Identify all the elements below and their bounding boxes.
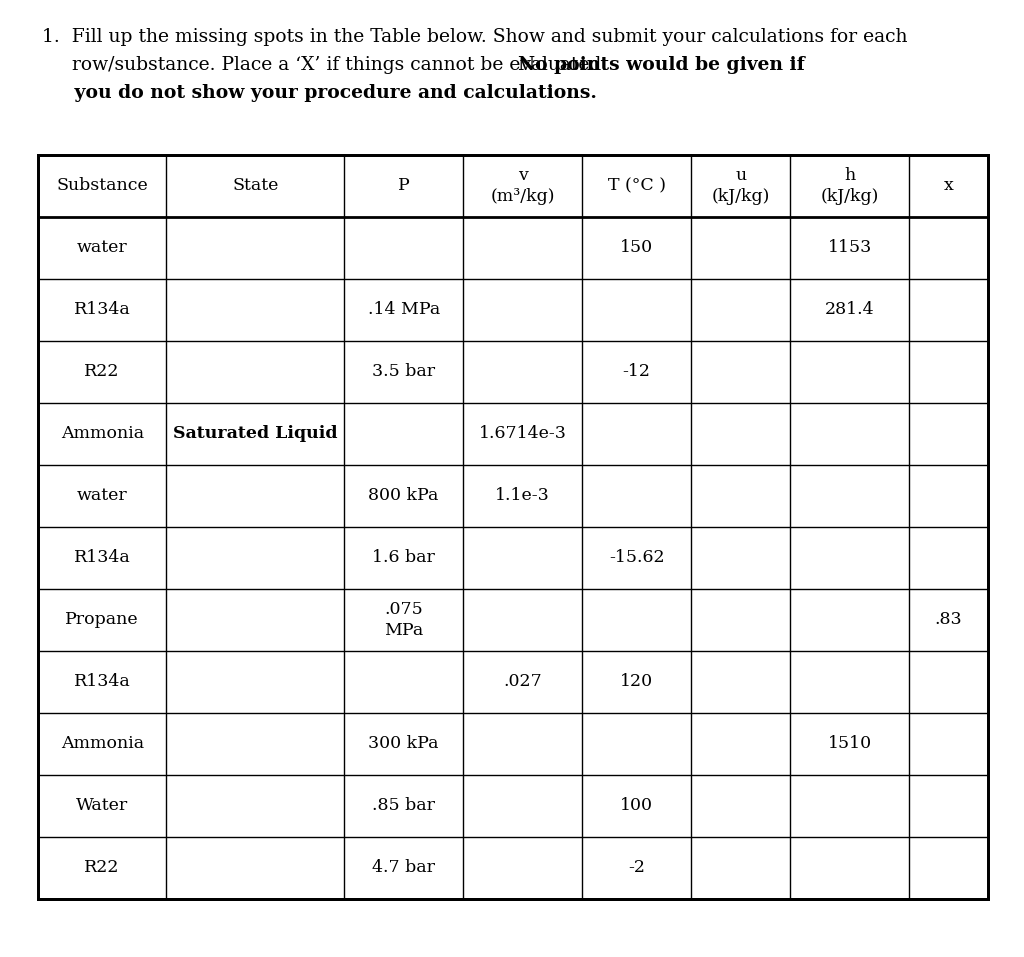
Text: .83: .83 [935,612,963,629]
Text: 300 kPa: 300 kPa [369,736,439,752]
Text: Water: Water [76,797,128,814]
Text: 1.  Fill up the missing spots in the Table below. Show and submit your calculati: 1. Fill up the missing spots in the Tabl… [42,28,907,46]
Text: R134a: R134a [74,301,131,319]
Text: 1.1e-3: 1.1e-3 [496,487,550,504]
Text: h
(kJ/kg): h (kJ/kg) [820,167,879,205]
Text: 800 kPa: 800 kPa [369,487,439,504]
Text: 1.6 bar: 1.6 bar [373,549,435,567]
Text: .075
MPa: .075 MPa [384,601,423,639]
Text: water: water [77,239,128,256]
Text: water: water [77,487,128,504]
Text: 1.6714e-3: 1.6714e-3 [478,426,566,442]
Text: P: P [397,177,410,194]
Text: 3.5 bar: 3.5 bar [372,364,435,381]
Text: 4.7 bar: 4.7 bar [372,859,435,877]
Text: x: x [944,177,953,194]
Text: row/substance. Place a ‘X’ if things cannot be evaluated.: row/substance. Place a ‘X’ if things can… [42,56,613,74]
Text: R22: R22 [84,364,120,381]
Text: 1510: 1510 [827,736,871,752]
Text: .027: .027 [503,674,542,691]
Text: Saturated Liquid: Saturated Liquid [173,426,338,442]
Text: T (°C ): T (°C ) [607,177,666,194]
Text: Substance: Substance [56,177,148,194]
Text: v
(m³/kg): v (m³/kg) [490,167,555,205]
Text: 1153: 1153 [827,239,871,256]
Text: 281.4: 281.4 [824,301,874,319]
Text: Ammonia: Ammonia [60,736,143,752]
Text: -12: -12 [623,364,650,381]
Text: 120: 120 [621,674,653,691]
Text: you do not show your procedure and calculations.: you do not show your procedure and calcu… [42,84,597,102]
Text: -2: -2 [628,859,645,877]
Text: .85 bar: .85 bar [372,797,435,814]
Text: -15.62: -15.62 [609,549,665,567]
Text: State: State [232,177,279,194]
Text: Propane: Propane [66,612,139,629]
Text: R134a: R134a [74,549,131,567]
Text: u
(kJ/kg): u (kJ/kg) [712,167,770,205]
Text: R134a: R134a [74,674,131,691]
Text: R22: R22 [84,859,120,877]
Text: .14 MPa: .14 MPa [368,301,440,319]
Text: 150: 150 [621,239,653,256]
Text: Ammonia: Ammonia [60,426,143,442]
Text: No points would be given if: No points would be given if [518,56,805,74]
Text: 100: 100 [621,797,653,814]
Bar [38,155,988,899]
